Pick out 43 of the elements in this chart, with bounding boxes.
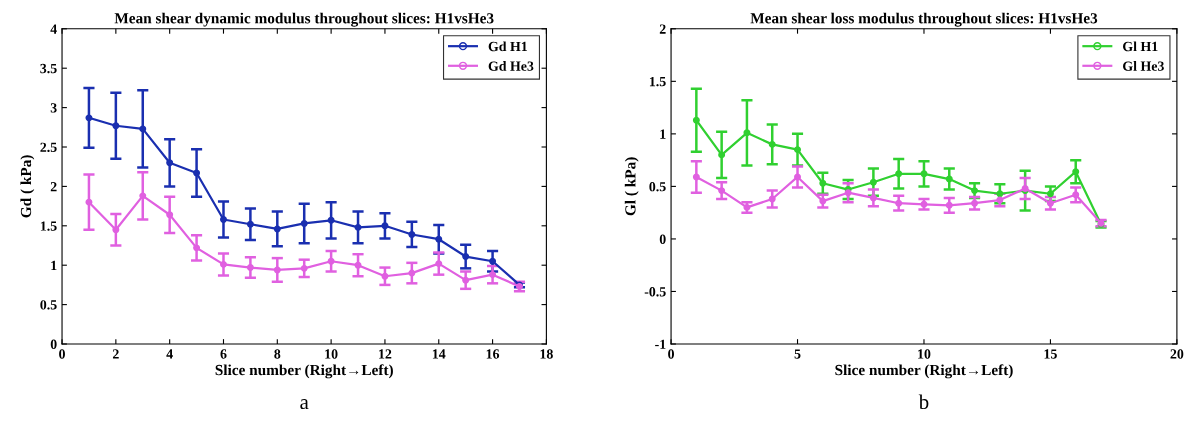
y-tick-label: 3.5 bbox=[40, 63, 57, 74]
chart-title: Mean shear dynamic modulus throughout slices: H1vsHe3 bbox=[114, 12, 494, 27]
x-tick-label: 14 bbox=[432, 349, 446, 359]
x-axis-title: Slice number (Right→Left) bbox=[215, 364, 393, 379]
x-tick-label: 4 bbox=[166, 349, 173, 359]
y-tick-label: 0 bbox=[50, 339, 57, 349]
y-tick-label: 0.5 bbox=[649, 181, 666, 192]
y-tick-label: 1.5 bbox=[40, 221, 57, 231]
x-tick-label: 12 bbox=[379, 349, 392, 359]
y-axis-title: Gl ( kPa) bbox=[624, 157, 639, 216]
y-tick-label: -1 bbox=[655, 339, 666, 349]
chart-title: Mean shear loss modulus throughout slices: H1vsHe3 bbox=[750, 12, 1098, 27]
x-tick-label: 0 bbox=[59, 349, 65, 359]
x-tick-label: 8 bbox=[274, 349, 281, 359]
y-tick-label: 0 bbox=[659, 234, 666, 244]
x-tick-label: 5 bbox=[794, 349, 801, 359]
legend-label: Gd H1 bbox=[488, 41, 528, 52]
x-tick-label: 18 bbox=[540, 349, 553, 359]
x-axis-title: Slice number (Right→Left) bbox=[835, 364, 1013, 379]
x-tick-label: 20 bbox=[1170, 349, 1184, 359]
y-tick-label: -0.5 bbox=[644, 287, 666, 297]
legend-label: Gl He3 bbox=[1123, 61, 1164, 71]
text: b bbox=[918, 394, 929, 410]
x-tick-label: 6 bbox=[220, 349, 227, 359]
x-tick-label: 0 bbox=[668, 349, 675, 359]
y-tick-label: 2 bbox=[50, 182, 57, 192]
x-tick-label: 10 bbox=[325, 349, 338, 359]
y-tick-label: 2 bbox=[659, 24, 666, 34]
y-tick-label: 2.5 bbox=[40, 142, 57, 153]
legend-label: Gl H1 bbox=[1123, 41, 1158, 52]
y-axis-title: Gd ( kPa) bbox=[20, 155, 35, 218]
text: a bbox=[300, 399, 309, 410]
y-tick-label: 1.5 bbox=[649, 76, 666, 87]
x-tick-label: 10 bbox=[918, 349, 931, 359]
y-tick-label: 4 bbox=[50, 24, 57, 34]
y-tick-label: 3 bbox=[50, 103, 57, 113]
x-tick-label: 15 bbox=[1044, 349, 1057, 359]
y-tick-label: 0.5 bbox=[40, 300, 57, 310]
x-tick-label: 2 bbox=[112, 349, 119, 359]
x-tick-label: 16 bbox=[486, 349, 500, 359]
y-tick-label: 1 bbox=[51, 260, 57, 271]
y-tick-label: 1 bbox=[660, 129, 666, 139]
legend-label: Gd He3 bbox=[488, 61, 534, 71]
